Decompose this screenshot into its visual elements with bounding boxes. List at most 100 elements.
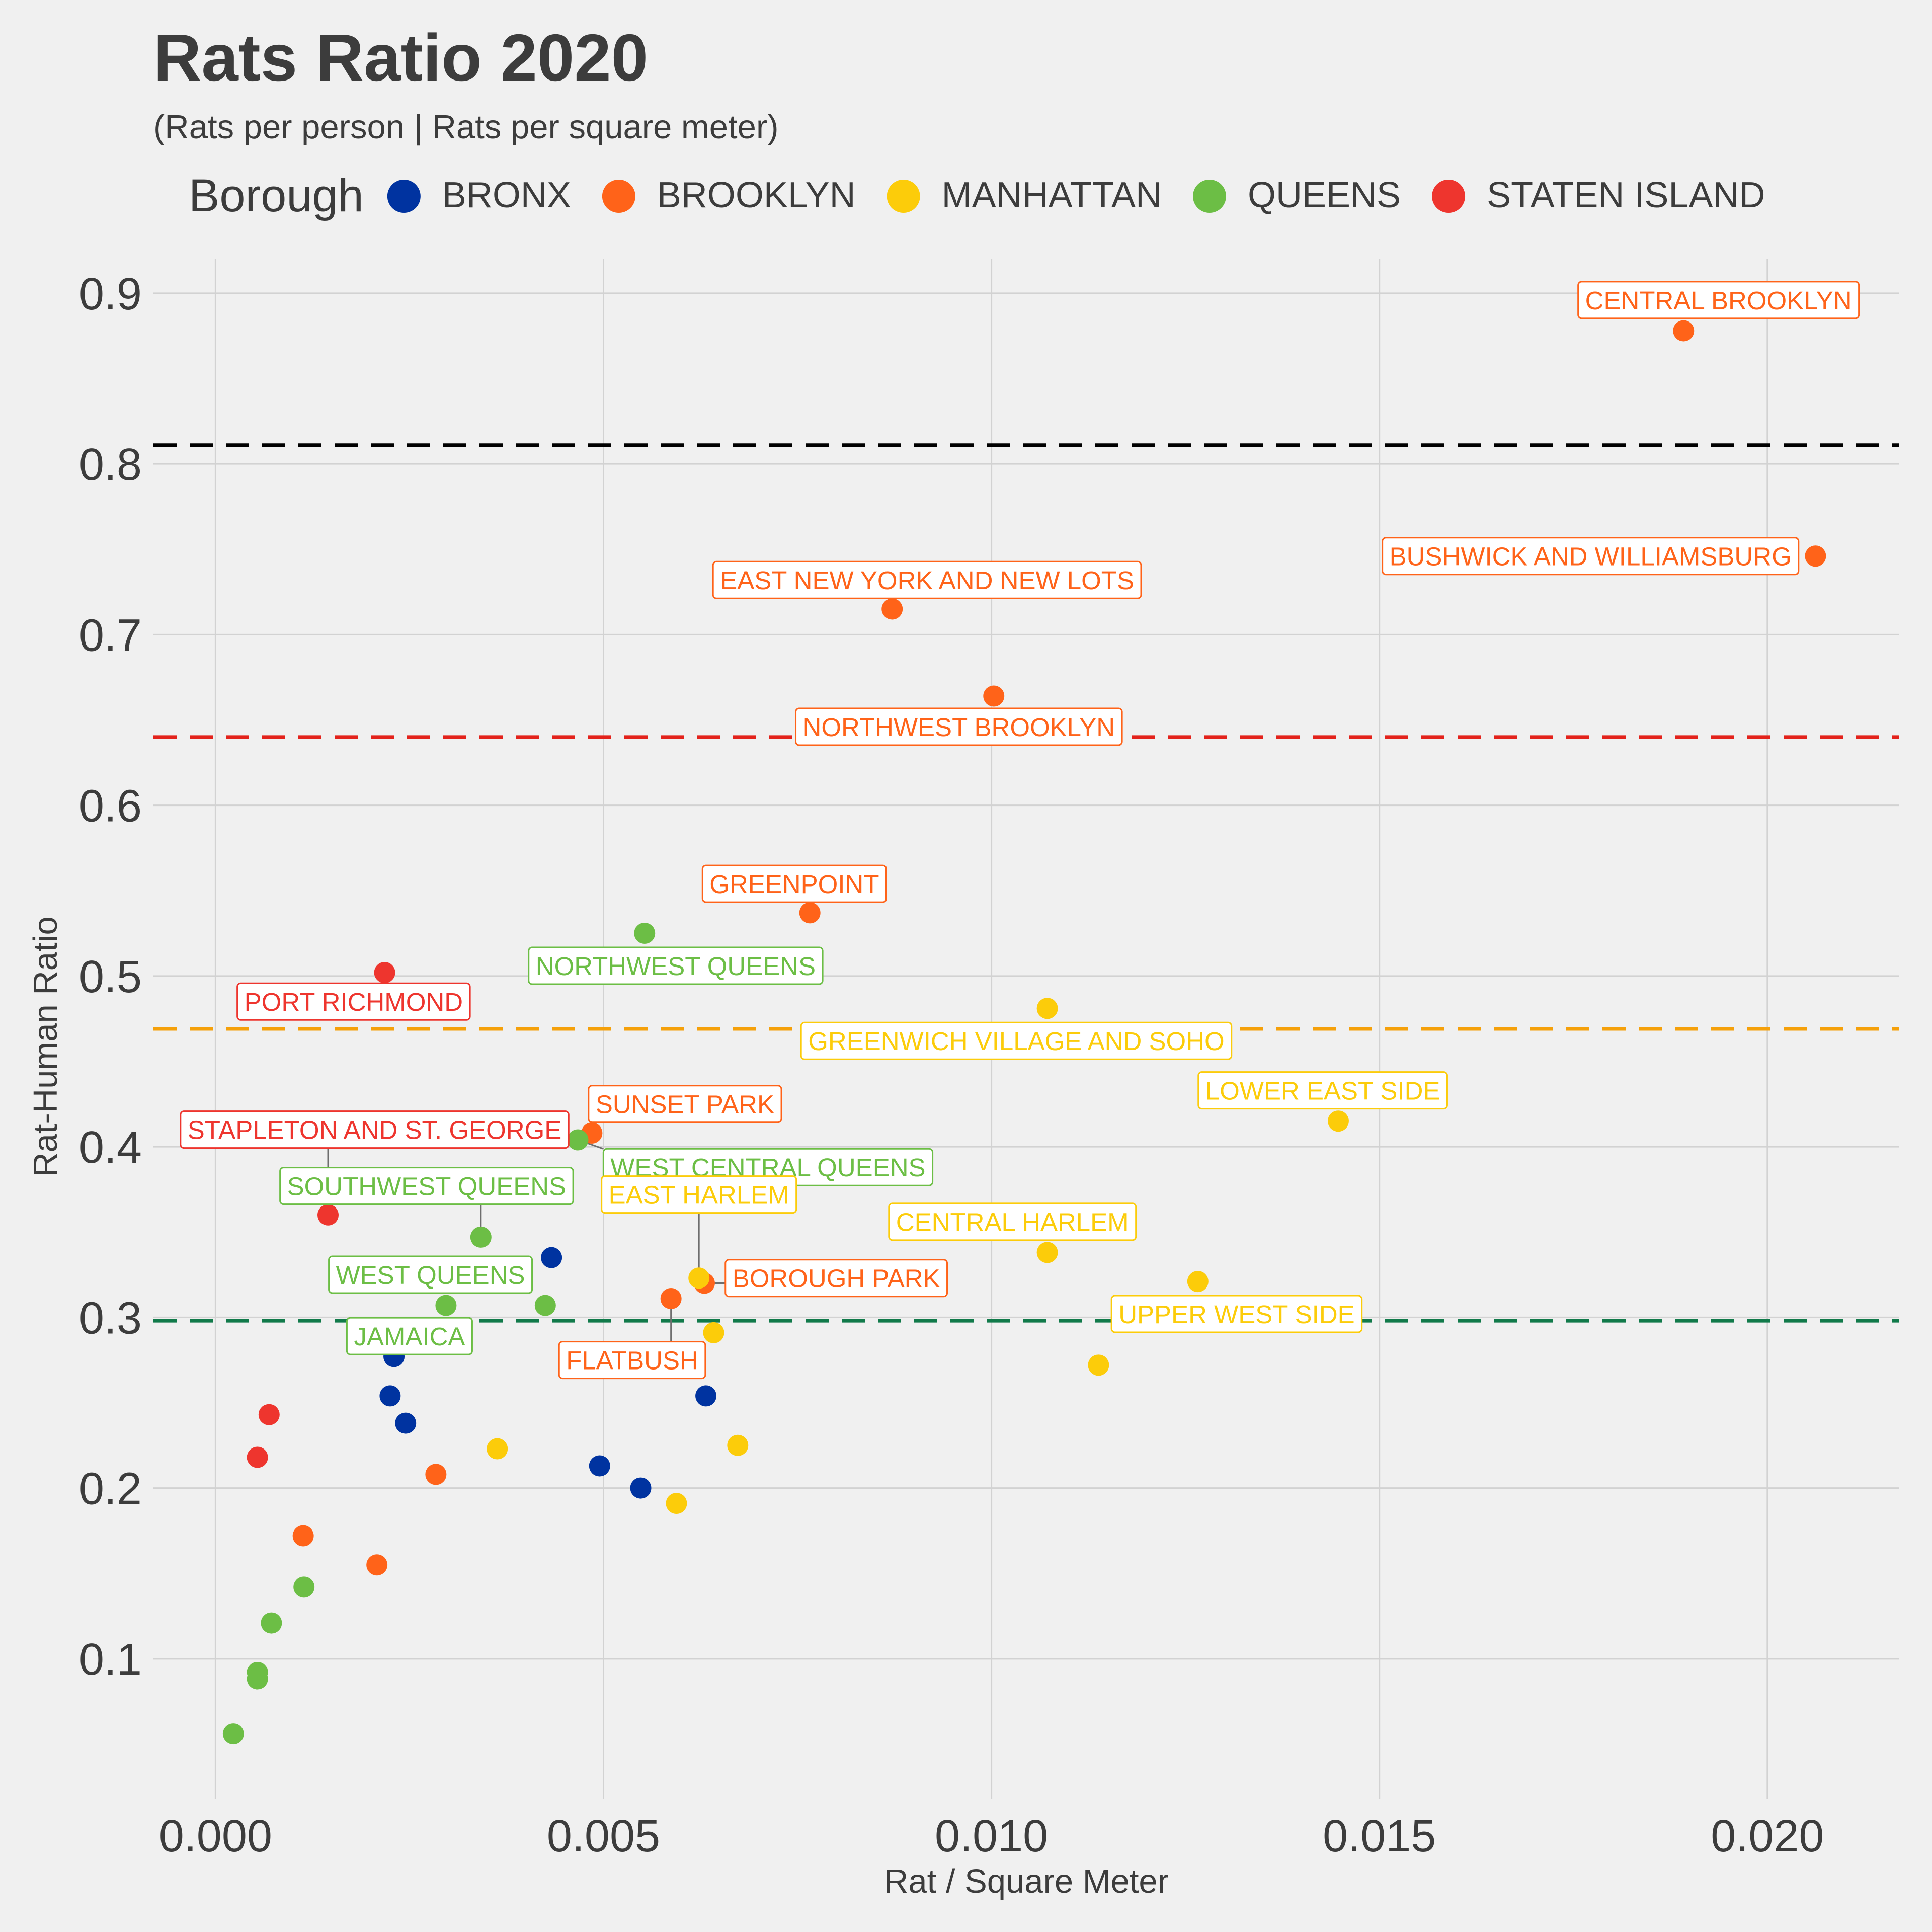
x-tick-label: 0.000: [159, 1811, 272, 1862]
point-brooklyn: [660, 1288, 682, 1310]
legend-item-staten-island: STATEN ISLAND: [1432, 175, 1765, 215]
label-text: GREENPOINT: [709, 870, 879, 899]
label-east-new-york-and-new-lots: EAST NEW YORK AND NEW LOTS: [712, 560, 1142, 599]
label-text: WEST QUEENS: [336, 1261, 525, 1290]
label-box: [279, 1167, 574, 1205]
point-manhattan: [487, 1438, 508, 1460]
y-tick-label: 0.5: [79, 952, 142, 1002]
label-text: SOUTHWEST QUEENS: [287, 1172, 566, 1200]
label-box: [725, 1259, 948, 1298]
label-borough-park: BOROUGH PARK: [725, 1259, 948, 1298]
label-box: [180, 1110, 570, 1149]
point-brooklyn: [366, 1554, 388, 1576]
legend: Borough BRONX BROOKLYN MANHATTAN QUEENS STAT…: [189, 170, 1765, 221]
point-bronx: [589, 1455, 610, 1477]
y-axis-title: Rat-Human Ratio: [27, 916, 64, 1177]
legend-swatch: [1432, 180, 1466, 213]
point-queens: [261, 1612, 282, 1634]
point-queens: [293, 1576, 315, 1598]
label-box: [346, 1317, 473, 1355]
label-box: [712, 560, 1142, 599]
label-text: SUNSET PARK: [596, 1090, 774, 1119]
point-bronx: [395, 1412, 417, 1434]
label-box: [1577, 281, 1860, 319]
y-tick-label: 0.9: [79, 269, 142, 319]
legend-label: STATEN ISLAND: [1487, 175, 1765, 215]
x-tick-label: 0.015: [1323, 1811, 1436, 1862]
point-manhattan: [666, 1493, 687, 1514]
label-box: [601, 1175, 797, 1214]
point-bronx: [541, 1247, 562, 1268]
point-queens: [634, 923, 656, 944]
point-manhattan: [688, 1267, 710, 1289]
label-text: UPPER WEST SIDE: [1118, 1300, 1354, 1329]
chart-subtitle: (Rats per person | Rats per square meter…: [153, 108, 779, 146]
label-text: CENTRAL BROOKLYN: [1585, 286, 1852, 315]
y-axis-ticks: 0.1 0.2 0.3 0.4 0.5 0.6 0.7 0.8 0.9: [79, 269, 142, 1685]
point-manhattan: [1036, 1242, 1058, 1263]
y-tick-label: 0.4: [79, 1122, 142, 1173]
point-bronx: [695, 1385, 717, 1407]
point-bronx: [630, 1477, 652, 1499]
point-manhattan: [1036, 998, 1058, 1019]
label-box: [888, 1202, 1137, 1241]
label-central-harlem: CENTRAL HARLEM: [888, 1202, 1137, 1241]
point-staten-island: [374, 962, 395, 984]
label-northwest-brooklyn: NORTHWEST BROOKLYN: [795, 707, 1123, 746]
x-axis-ticks: 0.000 0.005 0.010 0.015 0.020: [159, 1811, 1824, 1862]
label-text: GREENWICH VILLAGE AND SOHO: [808, 1027, 1225, 1056]
label-stapleton-and-st-george: STAPLETON AND ST. GEORGE: [180, 1110, 570, 1149]
point-staten-island: [317, 1204, 339, 1226]
point-manhattan: [1327, 1110, 1349, 1132]
label-box: [528, 946, 824, 985]
point-brooklyn: [292, 1525, 314, 1547]
label-text: LOWER EAST SIDE: [1205, 1076, 1440, 1105]
y-tick-label: 0.3: [79, 1293, 142, 1343]
y-tick-label: 0.2: [79, 1464, 142, 1514]
label-greenwich-village-and-soho: GREENWICH VILLAGE AND SOHO: [800, 1021, 1233, 1060]
label-jamaica: JAMAICA: [346, 1317, 473, 1355]
label-text: BOROUGH PARK: [733, 1264, 940, 1293]
point-brooklyn: [881, 598, 903, 620]
point-staten-island: [258, 1404, 280, 1425]
y-tick-label: 0.8: [79, 440, 142, 490]
legend-item-manhattan: MANHATTAN: [887, 175, 1162, 215]
point-queens: [567, 1129, 589, 1151]
point-manhattan: [1187, 1271, 1209, 1293]
label-text: NORTHWEST QUEENS: [536, 952, 816, 981]
legend-label: QUEENS: [1248, 175, 1401, 215]
label-east-harlem: EAST HARLEM: [601, 1175, 797, 1214]
data-points: [222, 320, 1826, 1745]
legend-title: Borough: [189, 170, 364, 221]
label-text: EAST HARLEM: [609, 1180, 789, 1209]
x-axis-title: Rat / Square Meter: [884, 1863, 1169, 1900]
label-box: [1110, 1295, 1363, 1333]
label-upper-west-side: UPPER WEST SIDE: [1110, 1295, 1363, 1333]
label-sunset-park: SUNSET PARK: [588, 1085, 782, 1123]
x-tick-label: 0.005: [547, 1811, 660, 1862]
chart-title: Rats Ratio 2020: [153, 21, 648, 95]
label-bushwick-and-williamsburg: BUSHWICK AND WILLIAMSBURG: [1382, 537, 1800, 576]
label-box: [236, 982, 471, 1021]
label-text: JAMAICA: [354, 1322, 465, 1351]
label-flatbush: FLATBUSH: [558, 1341, 706, 1380]
point-queens: [534, 1295, 556, 1316]
point-labels: CENTRAL BROOKLYN BUSHWICK AND WILLIAMSBUR…: [180, 281, 1860, 1380]
label-box: [558, 1341, 706, 1380]
legend-item-bronx: BRONX: [387, 175, 571, 215]
label-box: [1197, 1071, 1448, 1110]
y-tick-label: 0.7: [79, 610, 142, 661]
label-box: [800, 1021, 1233, 1060]
label-text: PORT RICHMOND: [245, 988, 463, 1016]
point-queens: [470, 1226, 492, 1248]
point-brooklyn: [1805, 545, 1826, 567]
label-west-queens: WEST QUEENS: [328, 1255, 533, 1294]
legend-swatch: [1192, 180, 1226, 213]
label-box: [588, 1085, 782, 1123]
point-brooklyn: [799, 902, 821, 924]
label-text: NORTHWEST BROOKLYN: [803, 713, 1115, 742]
label-greenpoint: GREENPOINT: [701, 864, 887, 903]
point-brooklyn: [1673, 320, 1695, 342]
